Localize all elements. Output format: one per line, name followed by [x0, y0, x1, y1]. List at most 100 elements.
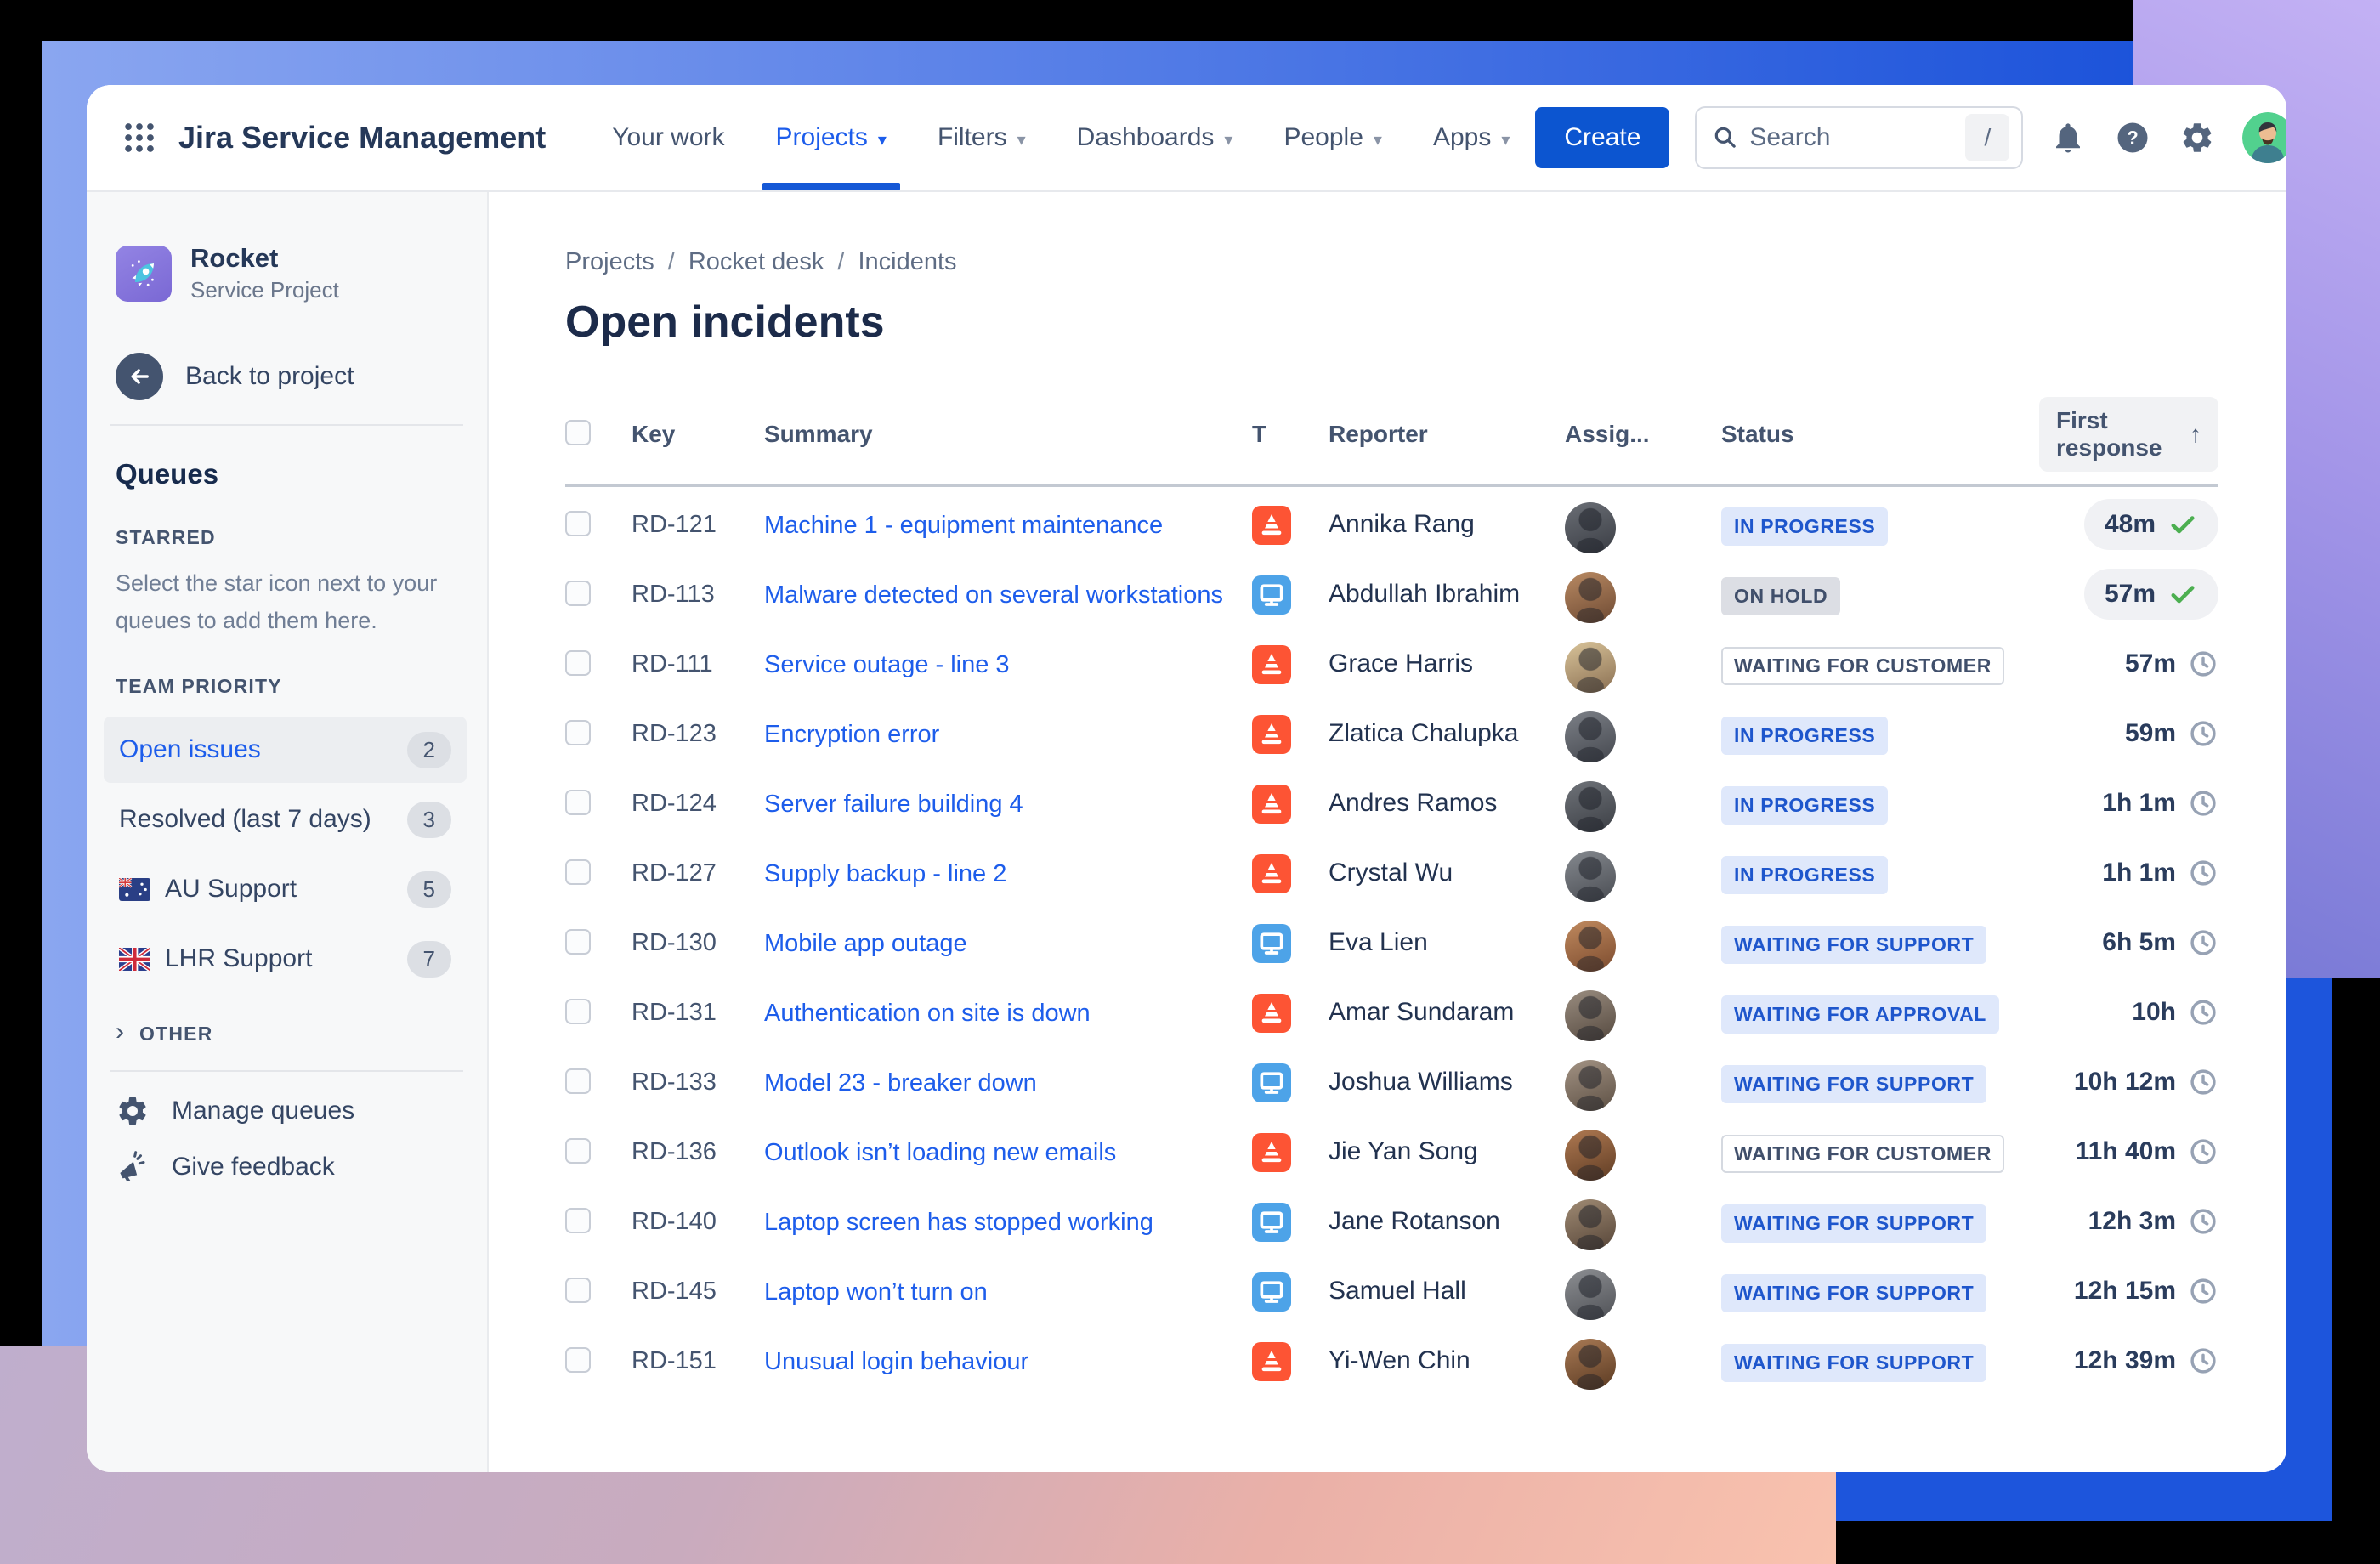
column-header-key[interactable]: Key — [632, 421, 676, 447]
assignee-avatar[interactable] — [1565, 502, 1616, 553]
column-header-type[interactable]: T — [1252, 421, 1267, 447]
nav-item-apps[interactable]: Apps ▾ — [1408, 85, 1535, 190]
assignee-avatar[interactable] — [1565, 1130, 1616, 1181]
breadcrumb-item-incidents[interactable]: Incidents — [858, 248, 957, 275]
help-icon[interactable]: ? — [2113, 118, 2152, 157]
row-checkbox[interactable] — [565, 1208, 591, 1233]
nav-item-people[interactable]: People ▾ — [1258, 85, 1407, 190]
issue-summary-link[interactable]: Malware detected on several workstations — [764, 581, 1223, 609]
sidebar-item-au-support[interactable]: AU Support 5 — [104, 856, 467, 922]
table-row-rd-124[interactable]: RD-124 Server failure building 4 Andres Ra… — [565, 766, 2218, 836]
row-checkbox[interactable] — [565, 511, 591, 536]
status-badge[interactable]: ON HOLD — [1721, 577, 1841, 615]
row-checkbox[interactable] — [565, 999, 591, 1024]
row-checkbox[interactable] — [565, 650, 591, 676]
row-checkbox[interactable] — [565, 859, 591, 885]
sidebar-item-other[interactable]: › OTHER — [116, 1019, 458, 1046]
assignee-avatar[interactable] — [1565, 1269, 1616, 1320]
settings-gear-icon[interactable] — [2178, 118, 2217, 157]
nav-item-filters[interactable]: Filters ▾ — [912, 85, 1051, 190]
breadcrumb-item-rocket-desk[interactable]: Rocket desk — [688, 248, 824, 275]
create-button[interactable]: Create — [1535, 107, 1670, 168]
assignee-avatar[interactable] — [1565, 1199, 1616, 1250]
notifications-bell-icon[interactable] — [2048, 118, 2088, 157]
sidebar-item-lhr-support[interactable]: LHR Support 7 — [104, 926, 467, 992]
issue-summary-link[interactable]: Supply backup - line 2 — [764, 860, 1007, 887]
sort-button-first-response[interactable]: First response ↑ — [2039, 397, 2218, 472]
column-header-reporter[interactable]: Reporter — [1329, 421, 1428, 447]
status-badge[interactable]: WAITING FOR SUPPORT — [1721, 1065, 1987, 1103]
status-badge[interactable]: IN PROGRESS — [1721, 786, 1889, 824]
row-checkbox[interactable] — [565, 581, 591, 606]
table-row-rd-113[interactable]: RD-113 Malware detected on several workst… — [565, 557, 2218, 626]
give-feedback-button[interactable]: Give feedback — [116, 1150, 458, 1184]
issue-summary-link[interactable]: Mobile app outage — [764, 930, 967, 957]
column-header-status[interactable]: Status — [1721, 421, 1794, 447]
status-badge[interactable]: WAITING FOR CUSTOMER — [1721, 647, 2004, 685]
user-avatar[interactable] — [2242, 112, 2286, 163]
table-row-rd-145[interactable]: RD-145 Laptop won’t turn on Samuel Hall WAI… — [565, 1254, 2218, 1323]
issue-summary-link[interactable]: Model 23 - breaker down — [764, 1069, 1037, 1096]
assignee-avatar[interactable] — [1565, 990, 1616, 1041]
issue-summary-link[interactable]: Unusual login behaviour — [764, 1348, 1029, 1375]
assignee-avatar[interactable] — [1565, 572, 1616, 623]
table-row-rd-140[interactable]: RD-140 Laptop screen has stopped working J… — [565, 1184, 2218, 1254]
issue-summary-link[interactable]: Laptop screen has stopped working — [764, 1209, 1153, 1236]
table-row-rd-133[interactable]: RD-133 Model 23 - breaker down Joshua Will… — [565, 1045, 2218, 1114]
assignee-avatar[interactable] — [1565, 711, 1616, 762]
row-checkbox[interactable] — [565, 1347, 591, 1373]
issue-summary-link[interactable]: Laptop won’t turn on — [764, 1278, 988, 1306]
table-row-rd-121[interactable]: RD-121 Machine 1 - equipment maintenance A… — [565, 487, 2218, 557]
app-switcher-icon[interactable] — [122, 119, 156, 156]
row-checkbox[interactable] — [565, 1138, 591, 1164]
issue-summary-link[interactable]: Authentication on site is down — [764, 1000, 1091, 1027]
issue-summary-link[interactable]: Service outage - line 3 — [764, 651, 1010, 678]
table-row-rd-131[interactable]: RD-131 Authentication on site is down Amar… — [565, 975, 2218, 1045]
assignee-avatar[interactable] — [1565, 642, 1616, 693]
status-badge[interactable]: WAITING FOR APPROVAL — [1721, 995, 1999, 1034]
table-row-rd-151[interactable]: RD-151 Unusual login behaviour Yi-Wen Chin… — [565, 1323, 2218, 1393]
manage-queues-button[interactable]: Manage queues — [116, 1094, 458, 1128]
nav-item-your-work[interactable]: Your work — [586, 85, 750, 190]
back-to-project-button[interactable]: Back to project — [116, 353, 458, 400]
row-checkbox[interactable] — [565, 1278, 591, 1303]
select-all-checkbox[interactable] — [565, 419, 591, 445]
column-header-summary[interactable]: Summary — [764, 421, 873, 447]
row-checkbox[interactable] — [565, 929, 591, 955]
project-card[interactable]: Rocket Service Project — [116, 243, 458, 303]
status-badge[interactable]: WAITING FOR SUPPORT — [1721, 1344, 1987, 1382]
issue-summary-link[interactable]: Outlook isn’t loading new emails — [764, 1139, 1117, 1166]
search-input[interactable] — [1749, 123, 1966, 152]
assignee-avatar[interactable] — [1565, 1060, 1616, 1111]
assignee-avatar[interactable] — [1565, 921, 1616, 972]
brand-title[interactable]: Jira Service Management — [178, 120, 547, 155]
status-badge[interactable]: IN PROGRESS — [1721, 856, 1889, 894]
sidebar-item-open-issues[interactable]: Open issues 2 — [104, 717, 467, 783]
issue-summary-link[interactable]: Server failure building 4 — [764, 790, 1023, 818]
table-row-rd-123[interactable]: RD-123 Encryption error Zlatica Chalupka IN… — [565, 696, 2218, 766]
row-checkbox[interactable] — [565, 1068, 591, 1094]
issue-summary-link[interactable]: Machine 1 - equipment maintenance — [764, 512, 1164, 539]
status-badge[interactable]: WAITING FOR SUPPORT — [1721, 1274, 1987, 1312]
breadcrumb-item-projects[interactable]: Projects — [565, 248, 654, 275]
table-row-rd-127[interactable]: RD-127 Supply backup - line 2 Crystal Wu IN… — [565, 836, 2218, 905]
status-badge[interactable]: WAITING FOR CUSTOMER — [1721, 1135, 2004, 1173]
assignee-avatar[interactable] — [1565, 781, 1616, 832]
status-badge[interactable]: IN PROGRESS — [1721, 507, 1889, 546]
assignee-avatar[interactable] — [1565, 851, 1616, 902]
row-checkbox[interactable] — [565, 790, 591, 815]
nav-item-dashboards[interactable]: Dashboards ▾ — [1051, 85, 1259, 190]
table-row-rd-130[interactable]: RD-130 Mobile app outage Eva Lien WAITING F… — [565, 905, 2218, 975]
search-box[interactable]: / — [1695, 106, 2024, 169]
sidebar-item-resolved-last-7-days[interactable]: Resolved (last 7 days) 3 — [104, 786, 467, 853]
status-badge[interactable]: IN PROGRESS — [1721, 717, 1889, 755]
status-badge[interactable]: WAITING FOR SUPPORT — [1721, 926, 1987, 964]
table-row-rd-111[interactable]: RD-111 Service outage - line 3 Grace Harri… — [565, 626, 2218, 696]
row-checkbox[interactable] — [565, 720, 591, 745]
assignee-avatar[interactable] — [1565, 1339, 1616, 1390]
column-header-assignee[interactable]: Assig... — [1565, 421, 1650, 447]
table-row-rd-136[interactable]: RD-136 Outlook isn’t loading new emails Ji… — [565, 1114, 2218, 1184]
issue-summary-link[interactable]: Encryption error — [764, 721, 940, 748]
nav-item-projects[interactable]: Projects ▾ — [751, 85, 912, 190]
status-badge[interactable]: WAITING FOR SUPPORT — [1721, 1204, 1987, 1243]
